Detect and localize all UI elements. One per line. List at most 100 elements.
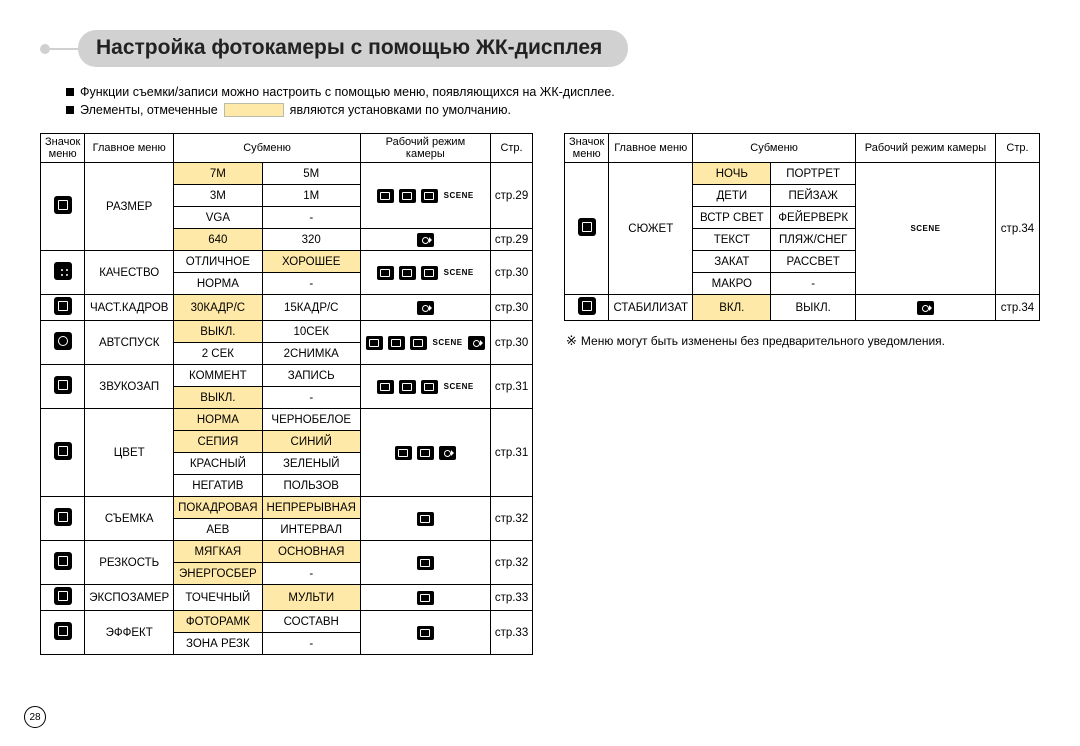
mode-video-icon [417, 301, 434, 315]
sub-cell: ОТЛИЧНОЕ [174, 251, 262, 273]
bullet-icon [66, 88, 74, 96]
left-menu-table: Значок меню Главное меню Субменю Рабочий… [40, 133, 533, 655]
table-row: ЧАСТ.КАДРОВ 30КАДР/С 15КАДР/С стр.30 [41, 295, 533, 321]
sub-cell: - [262, 207, 360, 229]
sub-cell: ЭНЕРГОСБЕР [174, 563, 262, 585]
page-title: Настройка фотокамеры с помощью ЖК-диспле… [78, 30, 628, 67]
page-cell: стр.30 [490, 295, 532, 321]
intro-line-1: Функции съемки/записи можно настроить с … [66, 85, 1040, 99]
page-cell: стр.30 [490, 321, 532, 365]
mode-asr-icon [421, 189, 438, 203]
sub-cell: ВЫКЛ. [771, 295, 856, 321]
sub-cell: ЗЕЛЕНЫЙ [262, 453, 360, 475]
sub-cell: КРАСНЫЙ [174, 453, 262, 475]
mode-scene-label: SCENE [910, 224, 940, 233]
main-fps: ЧАСТ.КАДРОВ [85, 295, 174, 321]
header-icon: Значок меню [565, 134, 609, 163]
main-timer: АВТСПУСК [85, 321, 174, 365]
sub-cell: ВСТР СВЕТ [693, 207, 771, 229]
mode-cell [360, 541, 490, 585]
mode-program-icon [417, 512, 434, 526]
mode-program-icon [388, 336, 405, 350]
sub-cell: НОРМА [174, 409, 262, 431]
header-page: Стр. [490, 134, 532, 163]
main-voice: ЗВУКОЗАП [85, 365, 174, 409]
sub-cell: 7M [174, 163, 262, 185]
sub-cell: МЯГКАЯ [174, 541, 262, 563]
header-icon: Значок меню [41, 134, 85, 163]
mode-asr-icon [421, 380, 438, 394]
menu-icon-cell [41, 611, 85, 655]
mode-program-icon [395, 446, 412, 460]
title-dot [40, 44, 50, 54]
mode-cell [360, 585, 490, 611]
content-columns: Значок меню Главное меню Субменю Рабочий… [40, 133, 1040, 655]
intro-block: Функции съемки/записи можно настроить с … [66, 85, 1040, 117]
intro-text-2a: Элементы, отмеченные [80, 103, 218, 117]
table-row: ЭФФЕКТ ФОТОРАМК СОСТАВН стр.33 [41, 611, 533, 633]
mode-cell: SCENE [360, 365, 490, 409]
footnote: ※Меню могут быть изменены без предварите… [566, 333, 1040, 349]
mode-cell: SCENE [855, 163, 995, 295]
page-cell: стр.34 [996, 295, 1040, 321]
main-drive: СЪЕМКА [85, 497, 174, 541]
mode-program-icon [417, 626, 434, 640]
mode-program-icon [417, 591, 434, 605]
table-row: СЮЖЕТ НОЧЬ ПОРТРЕТ SCENE стр.34 [565, 163, 1040, 185]
header-mode: Рабочий режим камеры [855, 134, 995, 163]
table-row: СЪЕМКА ПОКАДРОВАЯ НЕПРЕРЫВНАЯ стр.32 [41, 497, 533, 519]
sub-cell: ДЕТИ [693, 185, 771, 207]
sub-cell: - [262, 387, 360, 409]
sub-cell: 2СНИМКА [262, 343, 360, 365]
main-sharp: РЕЗКОСТЬ [85, 541, 174, 585]
header-page: Стр. [996, 134, 1040, 163]
sub-cell: ПЕЙЗАЖ [771, 185, 856, 207]
page-cell: стр.33 [490, 585, 532, 611]
right-column: Значок меню Главное меню Субменю Рабочий… [564, 133, 1040, 349]
sub-cell: ВКЛ. [693, 295, 771, 321]
sub-cell: 5M [262, 163, 360, 185]
sub-cell: СИНИЙ [262, 431, 360, 453]
table-row: ЗВУКОЗАП КОММЕНТ ЗАПИСЬ SCENE стр.31 [41, 365, 533, 387]
mode-program-icon [399, 189, 416, 203]
sub-cell: МУЛЬТИ [262, 585, 360, 611]
mode-cell [360, 611, 490, 655]
page-cell: стр.32 [490, 497, 532, 541]
default-highlight-swatch [224, 103, 284, 117]
mode-video-icon [468, 336, 485, 350]
mode-cell [360, 497, 490, 541]
scene-icon [578, 218, 596, 236]
sub-cell: ЗАКАТ [693, 251, 771, 273]
menu-icon-cell [41, 321, 85, 365]
sub-cell: ТЕКСТ [693, 229, 771, 251]
mode-scene-label: SCENE [444, 191, 474, 200]
sub-cell: ИНТЕРВАЛ [262, 519, 360, 541]
sub-cell: НЕГАТИВ [174, 475, 262, 497]
table-header-row: Значок меню Главное меню Субменю Рабочий… [565, 134, 1040, 163]
table-row: РЕЗКОСТЬ МЯГКАЯ ОСНОВНАЯ стр.32 [41, 541, 533, 563]
timer-icon [54, 332, 72, 350]
sub-cell: ФЕЙЕРВЕРК [771, 207, 856, 229]
mode-camera-icon [377, 380, 394, 394]
sub-cell: НОЧЬ [693, 163, 771, 185]
sub-cell: НОРМА [174, 273, 262, 295]
menu-icon-cell [41, 251, 85, 295]
page-number: 28 [24, 706, 46, 728]
mode-camera-icon [377, 189, 394, 203]
page-cell: стр.29 [490, 163, 532, 229]
header-main: Главное меню [85, 134, 174, 163]
sub-cell: 1M [262, 185, 360, 207]
table-row: СТАБИЛИЗАТ ВКЛ. ВЫКЛ. стр.34 [565, 295, 1040, 321]
intro-text-1: Функции съемки/записи можно настроить с … [80, 85, 615, 99]
mode-asr-icon [410, 336, 427, 350]
mode-asr-icon [417, 446, 434, 460]
header-mode: Рабочий режим камеры [360, 134, 490, 163]
sub-cell: - [262, 273, 360, 295]
main-stab: СТАБИЛИЗАТ [609, 295, 693, 321]
page-cell: стр.30 [490, 251, 532, 295]
sub-cell: - [262, 633, 360, 655]
sub-cell: VGA [174, 207, 262, 229]
sub-cell: ПОРТРЕТ [771, 163, 856, 185]
main-meter: ЭКСПОЗАМЕР [85, 585, 174, 611]
page-cell: стр.29 [490, 229, 532, 251]
